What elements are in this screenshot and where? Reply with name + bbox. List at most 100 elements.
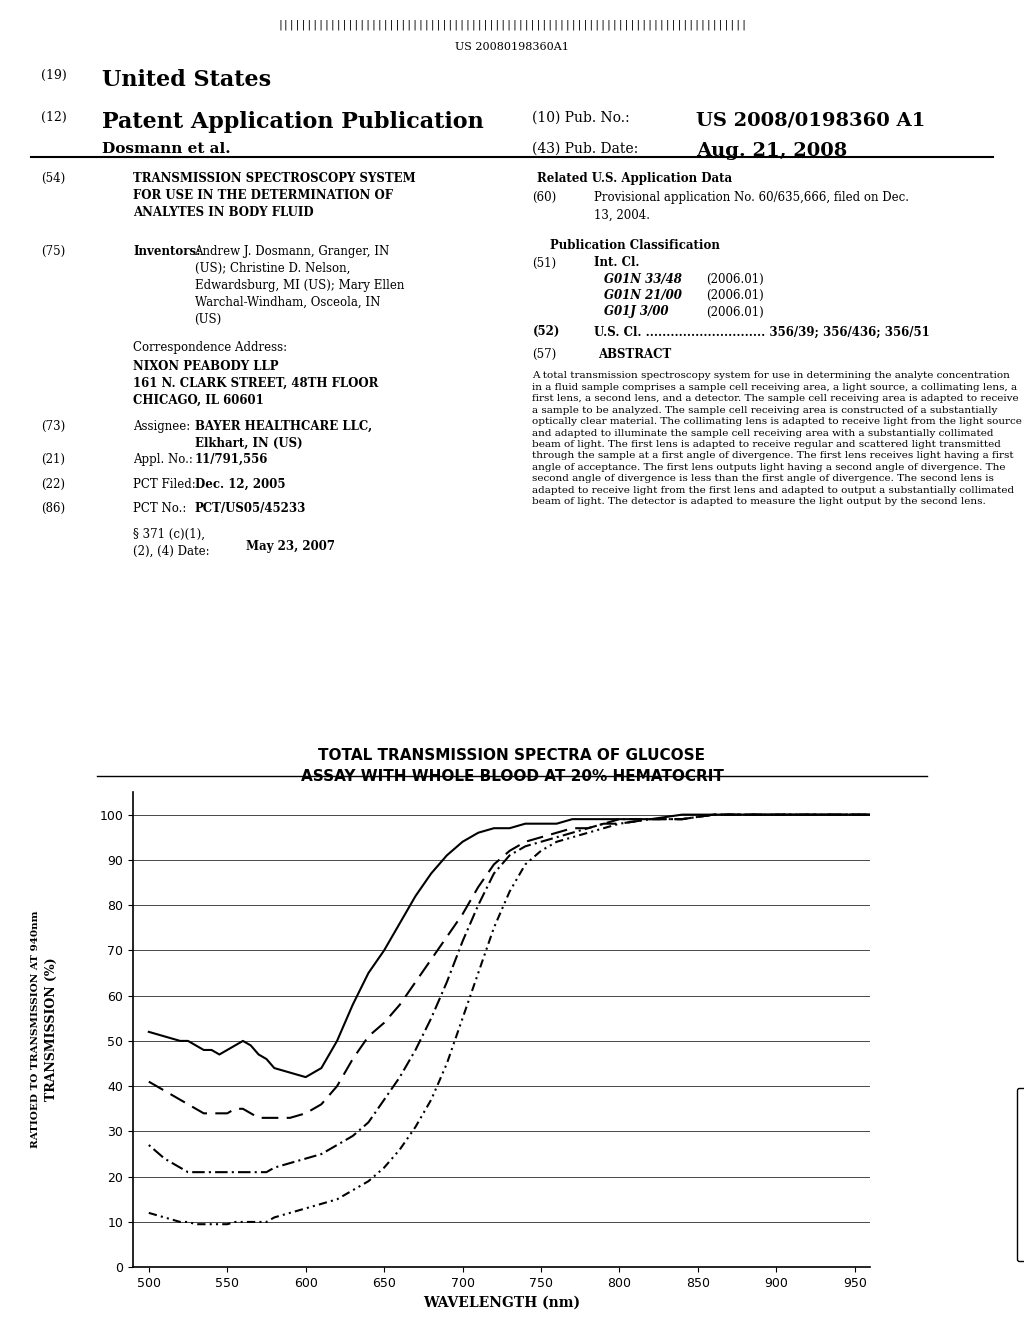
Text: (2006.01): (2006.01)	[707, 273, 764, 286]
422 mg/dL
GLUCOSE	[472, 965, 484, 981]
422 mg/dL
GLUCOSE	[331, 1192, 343, 1208]
54 mg/dL
GLUCOSE	[253, 1047, 265, 1063]
422 mg/dL
GLUCOSE	[613, 816, 626, 832]
105 mg/dL
GLUCOSE	[260, 1110, 272, 1126]
422 mg/dL
GLUCOSE	[598, 820, 610, 836]
210 mg/dL
GLUCOSE	[833, 807, 845, 822]
422 mg/dL
GLUCOSE	[519, 857, 531, 873]
105 mg/dL
GLUCOSE	[378, 1015, 390, 1031]
105 mg/dL
GLUCOSE	[472, 879, 484, 895]
210 mg/dL
GLUCOSE	[519, 838, 531, 854]
54 mg/dL
GLUCOSE	[284, 1065, 296, 1081]
Text: US 20080198360A1: US 20080198360A1	[455, 42, 569, 51]
Text: (2006.01): (2006.01)	[707, 305, 764, 318]
210 mg/dL
GLUCOSE	[425, 1010, 437, 1026]
54 mg/dL
GLUCOSE	[864, 807, 877, 822]
210 mg/dL
GLUCOSE	[362, 1114, 375, 1130]
210 mg/dL
GLUCOSE	[613, 812, 626, 828]
Text: (10) Pub. No.:: (10) Pub. No.:	[532, 111, 630, 125]
Text: A total transmission spectroscopy system for use in determining the analyte conc: A total transmission spectroscopy system…	[532, 371, 1022, 507]
Text: (86): (86)	[41, 502, 66, 515]
105 mg/dL
GLUCOSE	[487, 857, 500, 873]
422 mg/dL
GLUCOSE	[189, 1216, 202, 1232]
210 mg/dL
GLUCOSE	[284, 1155, 296, 1171]
Text: Provisional application No. 60/635,666, filed on Dec.
13, 2004.: Provisional application No. 60/635,666, …	[594, 191, 909, 222]
210 mg/dL
GLUCOSE	[551, 829, 563, 845]
54 mg/dL
GLUCOSE	[268, 1060, 281, 1076]
422 mg/dL
GLUCOSE	[237, 1214, 249, 1230]
422 mg/dL
GLUCOSE	[182, 1214, 195, 1230]
Text: (12): (12)	[41, 111, 67, 124]
105 mg/dL
GLUCOSE	[229, 1101, 242, 1117]
Text: (43) Pub. Date:: (43) Pub. Date:	[532, 141, 639, 156]
105 mg/dL
GLUCOSE	[237, 1101, 249, 1117]
Text: § 371 (c)(1),
(2), (4) Date:: § 371 (c)(1), (2), (4) Date:	[133, 528, 210, 558]
54 mg/dL
GLUCOSE	[645, 812, 657, 828]
422 mg/dL
GLUCOSE	[174, 1214, 186, 1230]
54 mg/dL
GLUCOSE	[362, 965, 375, 981]
210 mg/dL
GLUCOSE	[229, 1164, 242, 1180]
105 mg/dL
GLUCOSE	[346, 1051, 358, 1067]
Text: ||||||||||||||||||||||||||||||||||||||||||||||||||||||||||||||||||||||||||||||||: ||||||||||||||||||||||||||||||||||||||||…	[278, 18, 746, 29]
422 mg/dL
GLUCOSE	[487, 920, 500, 936]
105 mg/dL
GLUCOSE	[198, 1105, 210, 1121]
422 mg/dL
GLUCOSE	[315, 1196, 328, 1212]
54 mg/dL
GLUCOSE	[582, 812, 594, 828]
210 mg/dL
GLUCOSE	[189, 1164, 202, 1180]
Text: NIXON PEABODY LLP: NIXON PEABODY LLP	[133, 360, 279, 372]
210 mg/dL
GLUCOSE	[440, 974, 453, 990]
Text: (52): (52)	[532, 326, 560, 338]
422 mg/dL
GLUCOSE	[229, 1214, 242, 1230]
210 mg/dL
GLUCOSE	[378, 1092, 390, 1107]
54 mg/dL
GLUCOSE	[770, 807, 782, 822]
105 mg/dL
GLUCOSE	[410, 974, 422, 990]
105 mg/dL
GLUCOSE	[315, 1097, 328, 1113]
422 mg/dL
GLUCOSE	[504, 883, 516, 899]
210 mg/dL
GLUCOSE	[198, 1164, 210, 1180]
210 mg/dL
GLUCOSE	[315, 1146, 328, 1162]
Text: (51): (51)	[532, 256, 557, 269]
105 mg/dL
GLUCOSE	[440, 929, 453, 945]
105 mg/dL
GLUCOSE	[174, 1092, 186, 1107]
54 mg/dL
GLUCOSE	[206, 1041, 218, 1057]
54 mg/dL
GLUCOSE	[551, 816, 563, 832]
422 mg/dL
GLUCOSE	[253, 1214, 265, 1230]
105 mg/dL
GLUCOSE	[425, 952, 437, 968]
105 mg/dL
GLUCOSE	[393, 997, 406, 1012]
Line: 54 mg/dL
GLUCOSE: 54 mg/dL GLUCOSE	[148, 814, 870, 1077]
54 mg/dL
GLUCOSE	[613, 812, 626, 828]
X-axis label: WAVELENGTH (nm): WAVELENGTH (nm)	[423, 1295, 581, 1309]
54 mg/dL
GLUCOSE	[315, 1060, 328, 1076]
54 mg/dL
GLUCOSE	[504, 820, 516, 836]
422 mg/dL
GLUCOSE	[410, 1119, 422, 1135]
210 mg/dL
GLUCOSE	[472, 898, 484, 913]
422 mg/dL
GLUCOSE	[738, 807, 751, 822]
Text: PCT/US05/45233: PCT/US05/45233	[195, 502, 306, 515]
Text: (60): (60)	[532, 191, 557, 205]
105 mg/dL
GLUCOSE	[213, 1105, 225, 1121]
422 mg/dL
GLUCOSE	[284, 1205, 296, 1221]
54 mg/dL
GLUCOSE	[229, 1038, 242, 1053]
Text: BAYER HEALTHCARE LLC,
Elkhart, IN (US): BAYER HEALTHCARE LLC, Elkhart, IN (US)	[195, 420, 372, 450]
Text: PCT Filed:: PCT Filed:	[133, 478, 196, 491]
105 mg/dL
GLUCOSE	[245, 1105, 257, 1121]
Text: Dosmann et al.: Dosmann et al.	[102, 141, 231, 156]
54 mg/dL
GLUCOSE	[300, 1069, 312, 1085]
54 mg/dL
GLUCOSE	[198, 1041, 210, 1057]
Text: PCT No.:: PCT No.:	[133, 502, 186, 515]
54 mg/dL
GLUCOSE	[598, 812, 610, 828]
Line: 105 mg/dL
GLUCOSE: 105 mg/dL GLUCOSE	[148, 814, 870, 1118]
210 mg/dL
GLUCOSE	[487, 866, 500, 882]
210 mg/dL
GLUCOSE	[598, 816, 610, 832]
54 mg/dL
GLUCOSE	[159, 1028, 171, 1044]
54 mg/dL
GLUCOSE	[378, 942, 390, 958]
422 mg/dL
GLUCOSE	[676, 812, 688, 828]
210 mg/dL
GLUCOSE	[268, 1160, 281, 1176]
105 mg/dL
GLUCOSE	[268, 1110, 281, 1126]
422 mg/dL
GLUCOSE	[440, 1056, 453, 1072]
210 mg/dL
GLUCOSE	[582, 820, 594, 836]
54 mg/dL
GLUCOSE	[708, 807, 720, 822]
54 mg/dL
GLUCOSE	[245, 1038, 257, 1053]
422 mg/dL
GLUCOSE	[535, 843, 547, 859]
210 mg/dL
GLUCOSE	[253, 1164, 265, 1180]
